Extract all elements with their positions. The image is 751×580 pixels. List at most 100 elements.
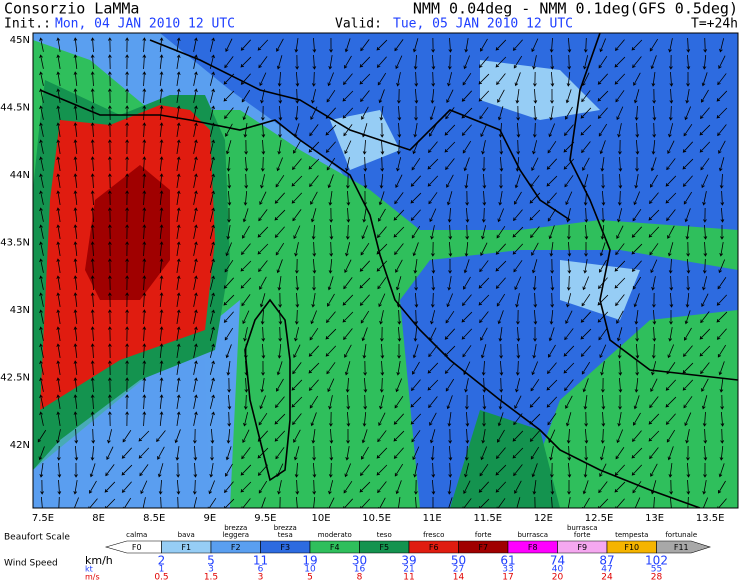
wind-arrow	[345, 242, 351, 257]
wind-arrow	[685, 292, 690, 308]
lon-label: 13E	[645, 513, 664, 524]
wind-arrow	[414, 479, 418, 495]
wind-arrow	[73, 241, 78, 256]
wind-arrow	[39, 224, 44, 239]
wind-arrow	[447, 479, 452, 495]
wind-arrow	[261, 326, 266, 342]
wind-arrow	[193, 275, 198, 290]
legend-class-name: forte	[574, 531, 591, 539]
wind-arrow	[531, 361, 539, 376]
wind-arrow	[310, 310, 317, 325]
wind-arrow	[448, 258, 452, 274]
wind-arrow	[716, 90, 728, 102]
wind-arrow	[599, 242, 606, 257]
wind-arrow	[142, 258, 147, 274]
wind-arrow	[614, 39, 625, 51]
wind-arrow	[464, 38, 469, 53]
wind-arrow	[565, 310, 573, 324]
wind-arrow	[717, 344, 727, 358]
wind-arrow	[241, 447, 251, 460]
wind-arrow	[209, 173, 215, 188]
wind-arrow	[718, 361, 725, 376]
wind-arrow	[566, 497, 571, 508]
wind-arrow	[563, 124, 574, 136]
wind-arrow	[702, 411, 707, 427]
wind-arrow	[567, 54, 572, 70]
wind-arrow	[90, 54, 95, 70]
wind-arrow	[240, 481, 252, 493]
wind-arrow	[142, 377, 147, 393]
legend-class-name: brezza	[274, 524, 297, 532]
wind-arrow	[125, 343, 129, 359]
wind-arrow	[295, 54, 299, 70]
wind-arrow	[716, 311, 728, 323]
wind-arrow	[616, 225, 624, 239]
wind-arrow	[193, 394, 198, 409]
wind-arrow	[634, 310, 639, 325]
wind-arrow	[39, 190, 44, 205]
wind-arrow	[56, 411, 61, 426]
wind-arrow	[224, 56, 234, 69]
wind-arrow	[293, 225, 301, 240]
wind-arrow	[159, 343, 164, 359]
wind-arrow	[107, 71, 112, 87]
wind-arrow	[227, 394, 232, 410]
wind-arrow	[241, 243, 251, 255]
wind-arrow	[532, 344, 537, 359]
wind-arrow	[431, 462, 436, 478]
wind-arrow	[240, 464, 252, 476]
wind-arrow	[600, 446, 606, 461]
wind-arrow	[225, 446, 232, 461]
wind-arrow	[379, 395, 385, 410]
wind-arrow	[701, 72, 708, 87]
wind-arrow	[223, 311, 234, 323]
wind-arrow	[328, 395, 333, 410]
wind-arrow	[261, 360, 265, 376]
wind-arrow	[294, 258, 299, 274]
wind-arrow	[107, 207, 112, 223]
wind-arrow	[329, 207, 333, 223]
wind-arrow	[479, 260, 489, 273]
wind-arrow	[73, 343, 78, 358]
wind-arrow	[73, 122, 78, 137]
wind-arrow	[581, 90, 591, 103]
wind-arrow	[193, 360, 198, 375]
wind-arrow	[312, 479, 317, 495]
map-field	[33, 33, 738, 508]
wind-arrow	[159, 224, 164, 240]
wind-arrow	[326, 89, 336, 103]
wind-arrow	[159, 241, 164, 257]
wind-arrow	[176, 377, 181, 392]
wind-arrow	[515, 293, 520, 308]
wind-arrow	[309, 175, 319, 188]
wind-arrow	[90, 71, 95, 87]
wind-arrow	[56, 429, 61, 444]
wind-arrow	[328, 462, 333, 478]
wind-arrow	[702, 191, 707, 206]
legend-code: F3	[280, 543, 290, 552]
wind-arrow	[631, 39, 643, 51]
lon-label: 10.5E	[362, 513, 391, 524]
speed-value: 19	[302, 554, 317, 568]
wind-arrow	[73, 326, 78, 341]
wind-arrow	[90, 105, 95, 121]
wind-arrow	[208, 480, 215, 495]
wind-arrow	[176, 224, 181, 239]
wind-arrow	[329, 37, 333, 53]
wind-arrow	[73, 156, 78, 171]
wind-arrow	[176, 156, 181, 171]
wind-arrow	[448, 445, 453, 461]
wind-arrows	[37, 37, 728, 508]
lon-label: 10E	[311, 513, 330, 524]
wind-arrow	[614, 73, 626, 85]
wind-arrow	[667, 242, 674, 257]
wind-arrow	[125, 224, 129, 240]
wind-arrow	[176, 37, 181, 52]
wind-arrow	[176, 71, 181, 86]
wind-arrow	[377, 481, 387, 494]
legend-class-name: calma	[126, 531, 147, 539]
wind-arrow	[376, 464, 388, 476]
wind-arrow	[566, 428, 571, 444]
wind-arrow	[413, 54, 418, 70]
wind-arrow	[445, 310, 455, 324]
